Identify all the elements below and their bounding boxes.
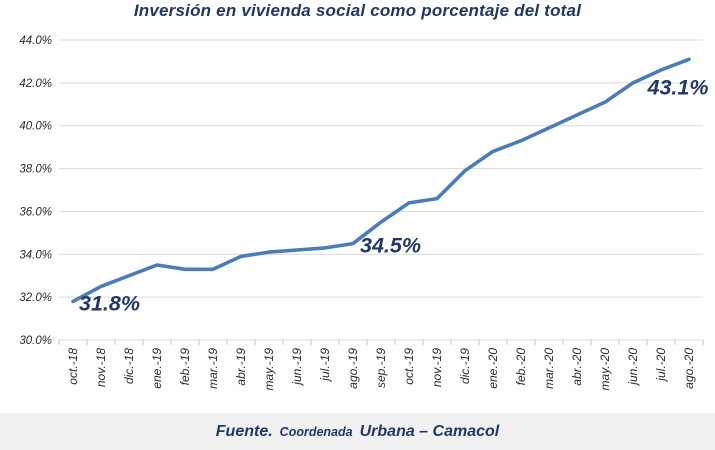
x-tick-label: dic.-18 (122, 348, 136, 384)
data-label: 34.5% (360, 234, 421, 258)
x-tick-label: ago.-19 (346, 348, 360, 389)
x-tick-label: abr.-20 (570, 348, 584, 386)
x-tick-label: nov.-18 (94, 348, 108, 387)
x-tick-label: feb.-19 (178, 348, 192, 386)
x-tick-label: jun.-20 (626, 348, 640, 387)
x-tick-label: abr.-19 (234, 348, 248, 386)
trend-line (71, 57, 691, 304)
x-tick-label: jun.-19 (290, 348, 304, 387)
x-tick-label: ene.-20 (486, 348, 500, 389)
data-label: 31.8% (79, 291, 140, 315)
x-tick-label: jul.-20 (654, 348, 668, 383)
x-tick-label: feb.-20 (514, 348, 528, 386)
x-tick-label: mar.-19 (206, 348, 220, 389)
y-tick-label: 34.0% (19, 249, 52, 261)
source-urbana: Urbana – Camacol (359, 422, 500, 440)
x-tick-label: dic.-19 (458, 348, 472, 384)
x-tick-label: oct.-18 (66, 348, 80, 385)
x-tick-label: jul.-19 (318, 348, 332, 383)
x-tick-label: mar.-20 (542, 348, 556, 389)
y-tick-label: 36.0% (19, 206, 52, 218)
source-coordenada: Coordenada (279, 424, 353, 439)
x-tick-label: ago.-20 (682, 348, 696, 389)
x-tick-label: nov.-19 (430, 348, 444, 387)
y-tick-label: 40.0% (19, 121, 52, 133)
x-tick-label: sep.-19 (374, 348, 388, 388)
y-tick-label: 32.0% (19, 292, 52, 304)
chart-title: Inversión en vivienda social como porcen… (133, 1, 582, 20)
source-footer: Fuente. Coordenada Urbana – Camacol (0, 413, 715, 450)
x-tick-label: may.-19 (262, 348, 276, 391)
y-tick-label: 44.0% (19, 35, 52, 47)
source-label: Fuente. (215, 422, 273, 440)
x-tick-label: ene.-19 (150, 348, 164, 389)
y-tick-label: 30.0% (19, 335, 52, 347)
x-tick-label: oct.-19 (402, 348, 416, 385)
y-tick-label: 38.0% (19, 164, 52, 176)
x-tick-label: may.-20 (598, 348, 612, 391)
y-tick-label: 42.0% (19, 78, 52, 90)
data-label: 43.1% (647, 75, 709, 99)
